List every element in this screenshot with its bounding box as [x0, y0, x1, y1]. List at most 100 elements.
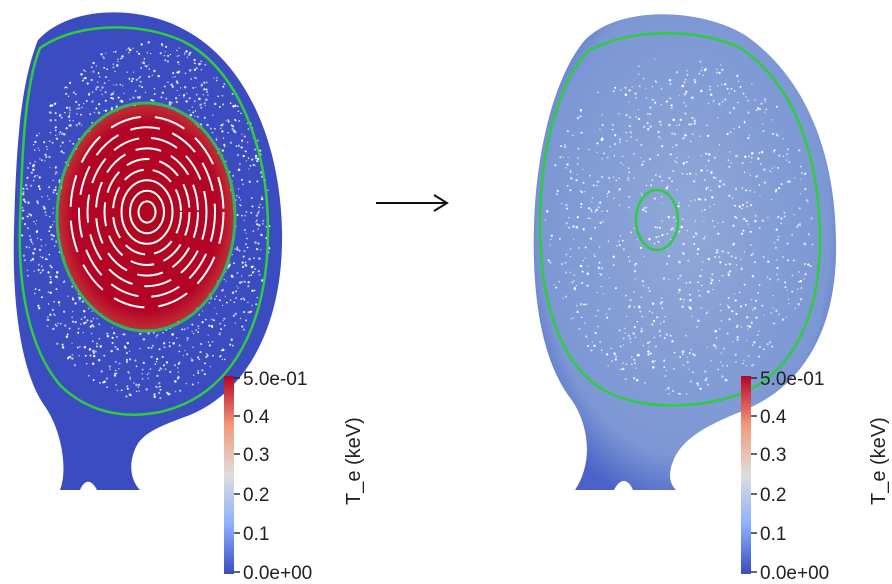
particle-dot — [191, 330, 193, 333]
particle-dot — [608, 308, 611, 311]
particle-dot — [565, 207, 569, 210]
particle-dot — [222, 85, 225, 88]
particle-dot — [682, 252, 685, 255]
particle-dot — [734, 299, 737, 302]
particle-dot — [776, 135, 779, 137]
particle-dot — [233, 301, 236, 304]
particle-dot — [714, 345, 717, 348]
particle-dot — [602, 292, 605, 295]
particle-dot — [101, 93, 104, 96]
flux-surface-core-before — [55, 101, 237, 333]
particle-dot — [27, 167, 29, 169]
particle-dot — [75, 100, 78, 103]
particle-dot — [762, 256, 765, 259]
flux-ring — [95, 147, 199, 277]
particle-dot — [646, 122, 649, 125]
particle-dot — [53, 300, 55, 303]
particle-dot — [746, 316, 749, 319]
particle-dot — [254, 148, 257, 151]
particle-dot — [110, 93, 113, 96]
particle-dot — [66, 333, 69, 336]
particle-dot — [635, 116, 637, 118]
particle-dot — [734, 256, 737, 259]
particle-dot — [569, 169, 572, 171]
particle-dot — [236, 246, 239, 249]
particle-dot — [644, 382, 647, 384]
particle-dot — [683, 163, 685, 166]
particle-dot — [682, 353, 684, 356]
particle-dot — [163, 85, 166, 88]
particle-dot — [38, 307, 41, 310]
particle-dot — [679, 118, 683, 122]
particle-dot — [135, 365, 138, 368]
particle-dot — [571, 134, 574, 137]
particle-dot — [145, 65, 148, 68]
particle-dot — [125, 352, 128, 355]
particle-dot — [38, 149, 41, 152]
particle-dot — [726, 332, 729, 335]
particle-dot — [184, 51, 186, 54]
particle-dot — [685, 134, 688, 137]
particle-dot — [567, 156, 569, 159]
particle-dot — [624, 93, 628, 96]
particle-dot — [169, 370, 172, 374]
particle-dot — [678, 260, 681, 264]
particle-dot — [612, 255, 615, 259]
particle-dot — [97, 72, 100, 74]
particle-dot — [207, 341, 210, 343]
particle-dot — [699, 274, 702, 278]
particle-dot — [256, 223, 259, 226]
particle-dot — [54, 188, 57, 192]
particle-dot — [199, 351, 202, 354]
particle-dot — [597, 325, 599, 328]
particle-dot — [128, 78, 131, 81]
particle-dot — [796, 288, 799, 290]
particle-dot — [165, 97, 168, 100]
particle-dot — [193, 68, 197, 71]
particle-dot — [608, 177, 611, 179]
particle-dot — [698, 135, 701, 137]
particle-dot — [176, 89, 178, 92]
particle-dot — [663, 366, 666, 368]
particle-dot — [727, 306, 731, 309]
particle-dot — [741, 207, 743, 210]
particle-dot — [104, 52, 107, 54]
particle-dot — [33, 292, 36, 295]
particle-dot — [782, 138, 784, 140]
particle-dot — [777, 166, 780, 169]
particle-dot — [728, 150, 731, 153]
particle-dot — [254, 154, 258, 157]
particle-dot — [671, 340, 674, 343]
particle-dot — [72, 142, 75, 145]
particle-dot — [127, 388, 129, 390]
particle-dot — [797, 149, 801, 152]
particle-dot — [688, 205, 690, 207]
particle-dot — [600, 285, 602, 288]
particle-dot — [227, 120, 230, 123]
particle-dot — [631, 356, 633, 358]
particle-dot — [103, 110, 105, 112]
particle-dot — [256, 139, 259, 142]
particle-dot — [42, 205, 45, 208]
particle-dot — [244, 214, 246, 217]
particle-dot — [667, 386, 670, 390]
particle-dot — [248, 168, 250, 170]
particle-dot — [253, 289, 256, 292]
particle-dot — [736, 74, 739, 78]
particle-dot — [618, 112, 620, 115]
particle-dot — [135, 78, 138, 81]
particle-dot — [103, 380, 106, 384]
particle-dot — [251, 289, 254, 293]
particle-dot — [678, 288, 681, 292]
particle-dot — [196, 356, 200, 359]
particle-dot — [251, 304, 253, 307]
particle-dot — [617, 177, 620, 180]
particle-dot — [111, 97, 115, 100]
particle-dot — [722, 183, 726, 186]
particle-dot — [759, 195, 761, 197]
particle-dot — [225, 160, 227, 163]
particle-dot — [634, 92, 637, 95]
particle-dot — [607, 190, 611, 194]
particle-dot — [72, 310, 74, 313]
particle-dot — [658, 136, 660, 138]
